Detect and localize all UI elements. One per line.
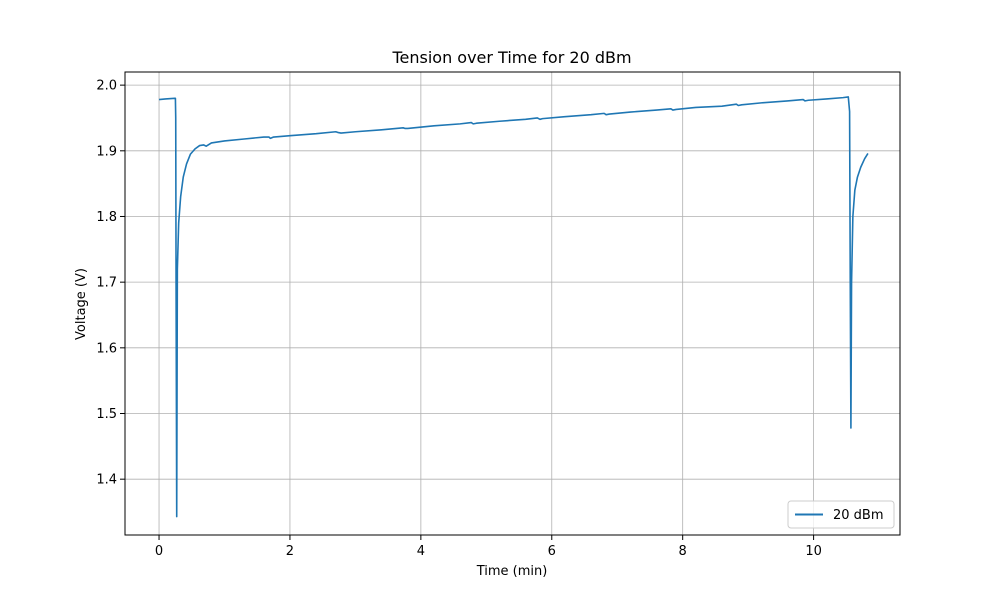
chart-title: Tension over Time for 20 dBm	[391, 48, 631, 67]
x-axis: 0 2 4 6 8 10	[155, 535, 822, 559]
x-tick-label: 8	[679, 544, 687, 559]
series-layer	[158, 96, 869, 518]
y-tick-label: 1.5	[96, 407, 117, 422]
plot-frame	[124, 71, 901, 536]
x-tick-label: 10	[805, 544, 822, 559]
y-tick-label: 1.8	[96, 210, 117, 225]
legend: 20 dBm	[787, 500, 895, 529]
x-axis-label: Time (min)	[476, 564, 548, 579]
y-tick-label: 1.4	[96, 473, 117, 488]
legend-box	[787, 500, 895, 529]
y-axis: 1.4 1.5 1.6 1.7 1.8 1.9 2.0	[96, 79, 125, 488]
y-axis-label: Voltage (V)	[74, 268, 89, 340]
series-line	[158, 96, 869, 518]
x-tick-label: 4	[417, 544, 425, 559]
x-tick-label: 0	[155, 544, 163, 559]
y-tick-label: 1.7	[96, 276, 117, 291]
y-tick-label: 2.0	[96, 79, 117, 94]
x-tick-label: 6	[548, 544, 556, 559]
x-tick-label: 2	[286, 544, 294, 559]
grid-lines	[125, 72, 900, 535]
y-tick-label: 1.9	[96, 144, 117, 159]
legend-label: 20 dBm	[833, 508, 884, 523]
y-tick-label: 1.6	[96, 341, 117, 356]
